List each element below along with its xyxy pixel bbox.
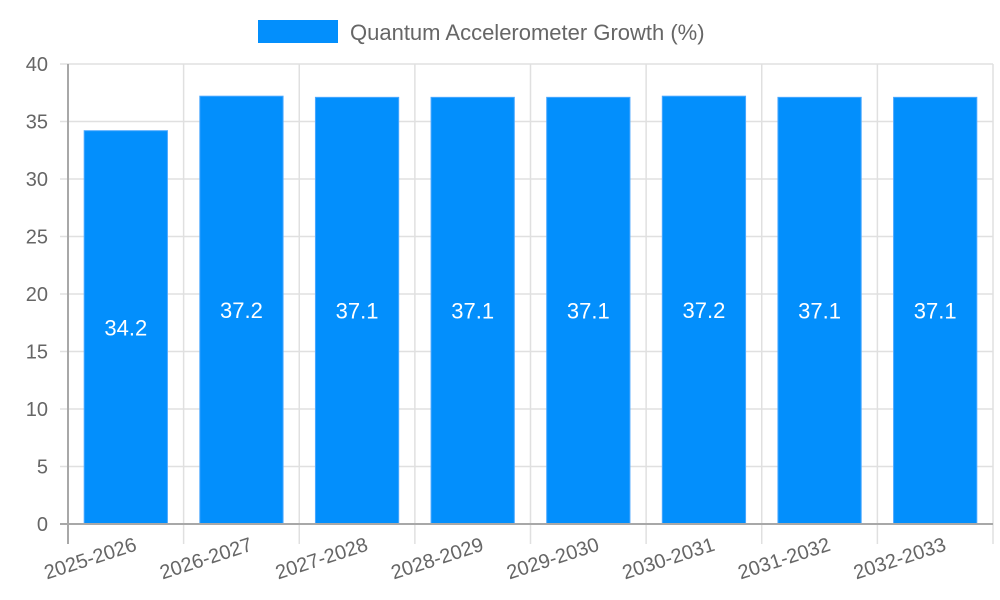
axes — [60, 64, 993, 544]
bar[interactable] — [83, 130, 168, 525]
bar-group[interactable]: 34.2 — [83, 130, 168, 525]
x-tick-label: 2026-2027 — [157, 534, 255, 584]
y-tick-label: 15 — [26, 342, 48, 364]
bar-group[interactable]: 37.1 — [546, 96, 631, 525]
x-tick-label: 2027-2028 — [273, 534, 371, 584]
y-axis-ticks: 0 5 10 15 20 25 30 35 40 — [26, 54, 48, 536]
bar[interactable] — [893, 96, 978, 525]
bar-value-label: 37.2 — [683, 298, 726, 323]
bar-value-label: 37.1 — [914, 299, 957, 324]
x-axis-ticks: 2025-2026 2026-2027 2027-2028 2028-2029 2029… — [42, 534, 949, 584]
legend-label: Quantum Accelerometer Growth (%) — [350, 20, 705, 45]
bar-value-label: 37.1 — [451, 299, 494, 324]
bar-group[interactable]: 37.1 — [314, 96, 400, 525]
x-tick-label: 2028-2029 — [388, 534, 486, 584]
bar-group[interactable]: 37.2 — [199, 95, 284, 525]
bar[interactable] — [546, 96, 631, 525]
x-tick-label: 2031-2032 — [735, 534, 833, 584]
bar[interactable] — [314, 96, 400, 525]
bar-value-label: 37.2 — [220, 298, 263, 323]
legend[interactable]: Quantum Accelerometer Growth (%) — [258, 20, 705, 45]
bar[interactable] — [430, 96, 515, 525]
y-tick-label: 35 — [26, 112, 48, 134]
y-tick-label: 10 — [26, 399, 48, 421]
bar-value-label: 37.1 — [336, 299, 379, 324]
bar-value-label: 37.1 — [798, 299, 841, 324]
bar[interactable] — [777, 96, 862, 525]
x-tick-label: 2029-2030 — [504, 534, 602, 584]
bar-group[interactable]: 37.1 — [893, 96, 978, 525]
x-tick-label: 2025-2026 — [42, 534, 140, 584]
bar-group[interactable]: 37.2 — [661, 95, 747, 525]
legend-swatch — [258, 20, 338, 43]
bar[interactable] — [661, 95, 747, 525]
y-tick-label: 5 — [37, 457, 48, 479]
bar-value-label: 34.2 — [104, 315, 147, 340]
bar-value-label: 37.1 — [567, 299, 610, 324]
y-tick-label: 30 — [26, 169, 48, 191]
x-tick-label: 2030-2031 — [620, 534, 718, 584]
bar[interactable] — [199, 95, 284, 525]
bars: 34.2 37.2 37.1 37.1 37.1 37.2 37.1 37.1 — [83, 95, 978, 525]
y-tick-label: 40 — [26, 54, 48, 76]
bar-group[interactable]: 37.1 — [777, 96, 862, 525]
y-tick-label: 25 — [26, 227, 48, 249]
y-tick-label: 20 — [26, 284, 48, 306]
bar-group[interactable]: 37.1 — [430, 96, 515, 525]
x-tick-label: 2032-2033 — [851, 534, 949, 584]
y-tick-label: 0 — [37, 514, 48, 536]
